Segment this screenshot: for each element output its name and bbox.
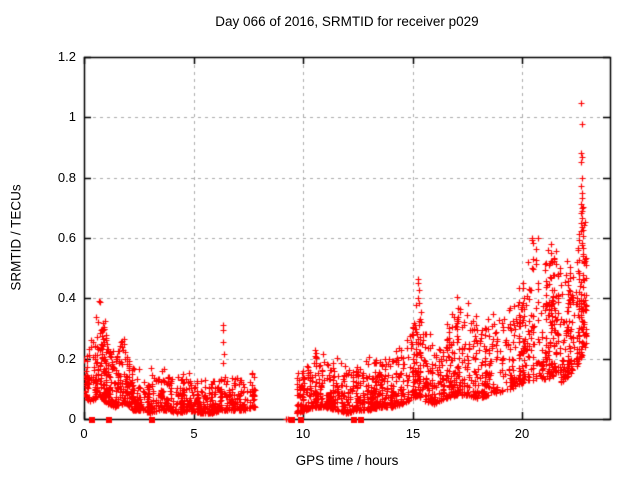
- y-axis-label: SRMTID / TECUs: [8, 184, 24, 291]
- x-tick-label: 20: [514, 426, 530, 441]
- y-tick-label: 1: [68, 109, 76, 124]
- y-tick-label: 0.8: [57, 170, 76, 185]
- x-tick-label: 15: [405, 426, 421, 441]
- x-tick-label: 5: [190, 426, 198, 441]
- x-axis-label: GPS time / hours: [295, 453, 399, 468]
- x-tick-label: 10: [295, 426, 311, 441]
- chart-title: Day 066 of 2016, SRMTID for receiver p02…: [215, 14, 479, 29]
- y-tick-label: 0: [68, 411, 76, 426]
- y-tick-label: 0.4: [57, 290, 76, 305]
- y-tick-label: 0.6: [57, 230, 76, 245]
- y-tick-label: 0.2: [57, 351, 76, 366]
- y-tick-label: 1.2: [57, 49, 76, 64]
- x-tick-label: 0: [80, 426, 88, 441]
